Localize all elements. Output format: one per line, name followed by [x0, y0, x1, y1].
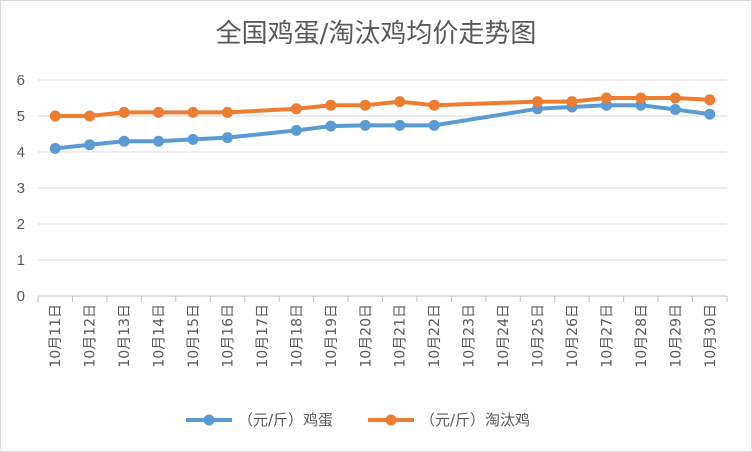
- legend: （元/斤）鸡蛋 （元/斤）淘汰鸡: [186, 411, 530, 429]
- data-point: [187, 133, 199, 145]
- data-point: [428, 99, 440, 111]
- x-tick-label: 10月14日: [152, 304, 168, 368]
- data-point: [290, 124, 302, 136]
- x-tick-label: 10月22日: [427, 304, 443, 368]
- data-point: [566, 96, 578, 108]
- data-point: [187, 106, 199, 118]
- data-point: [394, 96, 406, 108]
- chart-title: 全国鸡蛋/淘汰鸡均价走势图: [216, 19, 537, 49]
- data-point: [221, 106, 233, 118]
- data-point: [153, 135, 165, 147]
- x-tick-label: 10月20日: [358, 304, 374, 368]
- x-tick-label: 10月25日: [531, 304, 547, 368]
- data-point: [325, 120, 337, 132]
- x-tick-label: 10月30日: [703, 304, 719, 368]
- x-tick-label: 10月18日: [289, 304, 305, 368]
- data-point: [290, 103, 302, 115]
- data-point: [532, 96, 544, 108]
- data-point: [669, 92, 681, 104]
- x-tick-label: 10月21日: [393, 304, 409, 368]
- x-axis: 10月11日 10月12日 10月13日 10月14日 10月15日 10月16日 10月1…: [37, 295, 728, 368]
- y-tick-label: 0: [17, 288, 25, 305]
- legend-marker: [385, 414, 397, 426]
- x-tick-label: 10月16日: [220, 304, 236, 368]
- legend-label: （元/斤）淘汰鸡: [420, 411, 530, 429]
- data-point: [428, 119, 440, 131]
- data-point: [84, 139, 96, 151]
- data-point: [600, 92, 612, 104]
- series-layer: [49, 92, 716, 154]
- data-point: [394, 119, 406, 131]
- y-axis: 0 1 2 3 4 5 6: [17, 72, 25, 305]
- legend-label: （元/斤）鸡蛋: [238, 411, 333, 429]
- y-tick-label: 5: [17, 108, 25, 125]
- data-point: [704, 94, 716, 106]
- x-tick-label: 10月11日: [48, 304, 64, 368]
- x-tick-label: 10月23日: [462, 304, 478, 368]
- x-tick-label: 10月24日: [496, 304, 512, 368]
- legend-marker: [203, 414, 215, 426]
- x-tick-label: 10月29日: [668, 304, 684, 368]
- x-tick-label: 10月12日: [83, 304, 99, 368]
- y-tick-label: 1: [17, 252, 25, 269]
- y-tick-label: 6: [17, 72, 25, 89]
- x-tick-label: 10月26日: [565, 304, 581, 368]
- x-tick-label: 10月19日: [324, 304, 340, 368]
- data-point: [359, 119, 371, 131]
- x-tick-label: 10月15日: [186, 304, 202, 368]
- data-point: [704, 108, 716, 120]
- data-point: [118, 106, 130, 118]
- data-point: [84, 110, 96, 122]
- gridlines: [38, 79, 727, 261]
- x-tick-label: 10月28日: [634, 304, 650, 368]
- data-point: [118, 135, 130, 147]
- x-tick-label: 10月27日: [599, 304, 615, 368]
- data-point: [221, 132, 233, 144]
- x-tick-label: 10月13日: [117, 304, 133, 368]
- data-point: [325, 99, 337, 111]
- y-tick-label: 2: [17, 216, 25, 233]
- y-tick-label: 4: [17, 144, 25, 161]
- data-point: [359, 99, 371, 111]
- y-tick-label: 3: [17, 180, 25, 197]
- data-point: [49, 110, 61, 122]
- data-point: [635, 92, 647, 104]
- data-point: [669, 104, 681, 116]
- data-point: [49, 142, 61, 154]
- x-tick-label: 10月17日: [255, 304, 271, 368]
- data-point: [153, 106, 165, 118]
